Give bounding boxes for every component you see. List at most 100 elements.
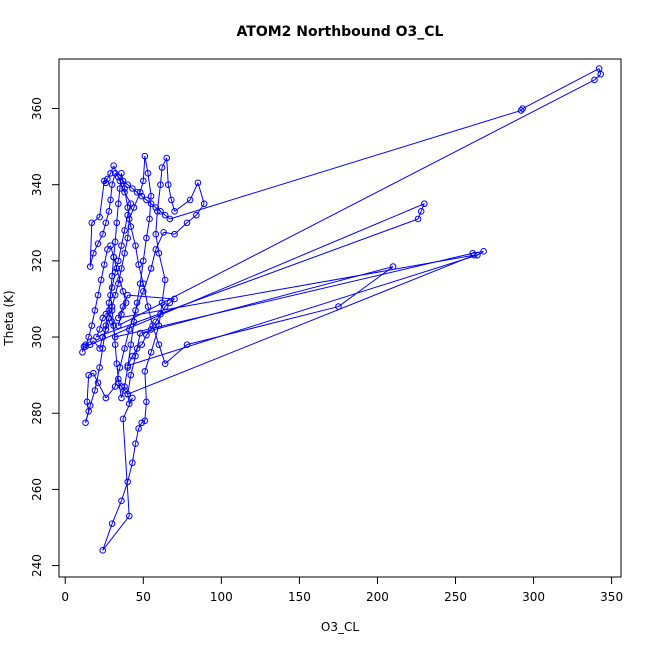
data-point: [99, 345, 107, 352]
data-point: [100, 261, 108, 268]
y-tick-label: 240: [30, 554, 44, 577]
x-axis-ticks: 0 50 100 150 200 250 300 350: [61, 577, 623, 604]
data-point: [118, 497, 125, 505]
series-line-segment: [113, 256, 118, 269]
data-point: [119, 303, 127, 310]
data-point: [164, 181, 172, 188]
series-line-segment: [111, 500, 122, 524]
data-point: [108, 318, 116, 326]
data-point: [480, 248, 487, 255]
data-point: [82, 341, 89, 348]
data-point: [119, 288, 127, 295]
series-line-segment: [147, 173, 152, 197]
data-point: [161, 276, 169, 284]
data-point: [140, 288, 147, 295]
data-point: [136, 189, 144, 196]
series-line-segment: [186, 214, 197, 224]
data-point: [86, 263, 94, 270]
data-point: [118, 242, 125, 249]
data-point: [118, 265, 125, 272]
data-series: [79, 65, 605, 554]
series-line-segment: [158, 344, 166, 364]
series-line-segment: [197, 182, 205, 204]
x-tick-label: 150: [288, 590, 311, 604]
series-line-segment: [522, 68, 600, 109]
data-point: [127, 200, 135, 208]
series-line-segment: [520, 108, 524, 111]
series-line-segment: [110, 165, 115, 174]
data-point: [157, 208, 164, 215]
data-point: [138, 192, 146, 200]
y-tick-label: 280: [30, 402, 44, 425]
series-line-segment: [139, 260, 144, 284]
x-tick-label: 200: [366, 590, 389, 604]
series-line-segment: [594, 73, 602, 81]
data-point: [133, 299, 141, 307]
data-point: [519, 105, 526, 112]
data-point: [121, 383, 128, 390]
data-point: [129, 185, 136, 192]
series-line-segment: [149, 196, 152, 220]
data-point: [143, 331, 150, 339]
data-point: [474, 251, 481, 259]
series-line-segment: [94, 367, 101, 391]
series-line-segment: [108, 199, 112, 212]
series-line-segment: [97, 233, 104, 244]
data-point: [115, 280, 122, 288]
series-line-segment: [88, 325, 93, 338]
data-point: [99, 547, 107, 554]
x-tick-label: 350: [600, 590, 623, 604]
data-point: [97, 276, 105, 284]
data-point: [110, 253, 117, 261]
data-point: [116, 276, 124, 284]
data-point: [90, 249, 97, 257]
data-point: [130, 318, 138, 326]
data-point: [147, 326, 155, 333]
data-point: [116, 185, 124, 192]
data-point: [171, 208, 178, 215]
data-point: [143, 196, 150, 204]
data-point: [470, 251, 478, 259]
series-line-segment: [127, 394, 130, 404]
series-line-segment: [127, 254, 478, 367]
data-point: [113, 219, 121, 227]
data-point: [125, 512, 133, 520]
data-point: [138, 341, 146, 348]
data-point: [119, 415, 127, 423]
data-point: [143, 234, 150, 242]
data-point: [116, 364, 124, 371]
data-point: [389, 263, 397, 270]
data-point: [140, 177, 147, 185]
data-point: [171, 295, 178, 303]
data-point: [79, 348, 86, 356]
data-point: [88, 219, 96, 227]
data-point: [166, 299, 174, 307]
data-point: [132, 440, 139, 447]
data-point: [88, 322, 96, 329]
data-point: [108, 181, 116, 188]
data-point: [127, 371, 135, 379]
data-point: [132, 242, 139, 249]
data-point: [152, 230, 160, 238]
data-point: [144, 169, 152, 177]
series-line-segment: [338, 266, 394, 307]
data-point: [115, 173, 122, 181]
data-point: [125, 400, 133, 407]
data-point: [85, 333, 92, 341]
series-line-segment: [420, 203, 425, 212]
y-tick-label: 260: [30, 478, 44, 501]
data-point: [111, 268, 119, 276]
data-point: [135, 425, 142, 432]
data-point: [86, 402, 94, 409]
series-line-segment: [144, 352, 152, 372]
data-point: [110, 162, 117, 169]
series-line-segment: [156, 184, 161, 212]
series-line-segment: [91, 216, 100, 224]
series-line-segment: [186, 306, 339, 346]
series-line-segment: [92, 340, 100, 349]
data-point: [183, 219, 191, 227]
data-point: [132, 307, 139, 314]
data-point: [166, 215, 174, 223]
data-point: [135, 261, 142, 268]
data-point: [119, 177, 127, 185]
